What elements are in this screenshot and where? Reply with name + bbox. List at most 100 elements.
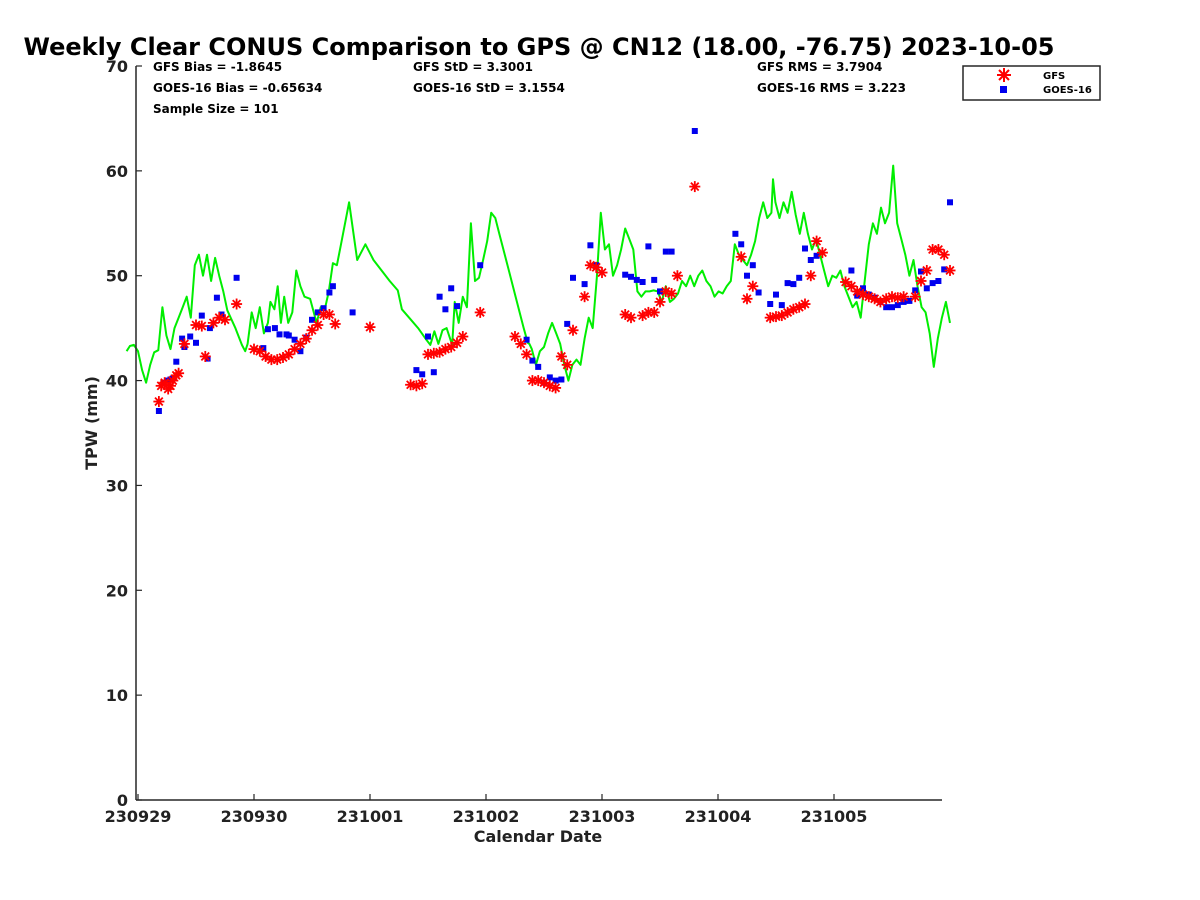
stat-goes-rms: GOES-16 RMS = 3.223 <box>757 81 906 95</box>
gfs-point <box>474 306 486 318</box>
goes16-point <box>912 287 919 294</box>
goes16-point <box>923 285 930 292</box>
goes16-point <box>628 273 634 280</box>
goes16-point <box>639 279 646 285</box>
goes16-point <box>329 283 336 290</box>
goes16-point <box>749 262 756 269</box>
goes16-point <box>454 303 460 310</box>
goes16-point <box>570 274 576 281</box>
gfs-point <box>689 181 701 193</box>
goes16-point <box>529 357 536 364</box>
goes16-point <box>883 304 890 311</box>
legend-box <box>962 65 1101 101</box>
gfs-point <box>416 378 428 390</box>
gfs-point <box>596 267 608 279</box>
gfs-point <box>944 264 956 276</box>
y-tick-label: 40 <box>106 372 128 391</box>
legend: GFS GOES-16 <box>962 65 1101 101</box>
x-tick-label: 231004 <box>685 807 752 826</box>
goes16-point <box>778 302 785 309</box>
goes16-point <box>564 320 571 327</box>
gfs-point <box>555 350 567 362</box>
gfs-point <box>561 359 573 371</box>
stat-gfs-bias: GFS Bias = -1.8645 <box>153 60 282 74</box>
goes16-point <box>291 336 298 343</box>
y-tick-label: 10 <box>106 686 128 705</box>
stat-gfs-std: GFS StD = 3.3001 <box>413 60 533 74</box>
gfs-point <box>915 275 927 287</box>
goes16-point <box>552 377 559 384</box>
chart-title: Weekly Clear CONUS Comparison to GPS @ C… <box>24 33 1055 61</box>
goes16-point <box>442 306 449 313</box>
gfs-point <box>173 367 185 379</box>
goes16-point <box>581 281 588 288</box>
goes16-point <box>802 245 808 252</box>
gfs-point <box>550 382 562 394</box>
gfs-point <box>196 320 208 332</box>
gfs-point <box>816 247 828 259</box>
gfs-point <box>805 270 817 282</box>
goes16-point <box>889 304 895 311</box>
goes16-point <box>744 272 750 279</box>
x-tick-label: 230930 <box>221 807 288 826</box>
goes16-point <box>264 326 271 333</box>
goes16-point <box>173 358 180 365</box>
gfs-point <box>329 318 341 330</box>
goes16-point <box>187 333 194 340</box>
goes16-point <box>622 271 629 278</box>
goes16-point <box>947 199 953 206</box>
goes16-point <box>320 305 327 312</box>
goes16-point <box>477 262 484 269</box>
goes16-point <box>645 243 652 250</box>
goes16-point <box>662 248 669 255</box>
goes16-point <box>546 374 553 381</box>
gfs-point <box>579 291 591 303</box>
goes16-point <box>326 289 333 296</box>
plot-series-layer <box>125 128 956 414</box>
goes16-point <box>535 363 542 370</box>
gfs-point <box>938 249 950 261</box>
stat-goes-std: GOES-16 StD = 3.1554 <box>413 81 565 95</box>
y-tick-label: 60 <box>106 162 128 181</box>
stat-sample-size: Sample Size = 101 <box>153 102 279 116</box>
goes16-point <box>285 332 292 339</box>
goes16-point <box>755 289 762 296</box>
goes16-point <box>558 376 565 383</box>
goes16-point <box>436 293 443 300</box>
gfs-point <box>567 324 579 336</box>
gfs-point <box>178 338 190 350</box>
goes16-point <box>271 325 278 332</box>
gfs-point <box>799 298 811 310</box>
goes16-point <box>848 267 855 274</box>
gfs-point <box>648 306 660 318</box>
goes16-point <box>297 348 304 355</box>
goes16-point <box>813 252 820 259</box>
gfs-point <box>811 235 823 247</box>
gfs-point <box>741 293 753 305</box>
goes16-point <box>419 371 426 378</box>
goes16-point <box>213 294 220 301</box>
gfs-point <box>654 296 666 308</box>
stat-goes-bias: GOES-16 Bias = -0.65634 <box>153 81 322 95</box>
goes16-point <box>425 333 431 340</box>
goes16-point <box>349 309 356 316</box>
x-tick-label: 230929 <box>105 807 172 826</box>
gfs-point <box>521 348 533 360</box>
gfs-point <box>153 396 165 408</box>
gfs-point <box>457 331 469 343</box>
goes16-point <box>860 285 866 292</box>
goes16-point <box>732 230 739 237</box>
y-tick-label: 70 <box>106 57 128 76</box>
x-tick-label: 231001 <box>337 807 404 826</box>
gfs-point <box>219 314 231 326</box>
goes16-point <box>918 268 924 275</box>
goes16-point <box>738 241 745 248</box>
gfs-point <box>445 341 457 353</box>
stat-gfs-rms: GFS RMS = 3.7904 <box>757 60 882 74</box>
goes16-point <box>276 331 283 338</box>
goes16-point <box>894 302 901 309</box>
goes16-point <box>906 297 913 304</box>
goes16-point <box>633 276 640 283</box>
x-tick-label: 231002 <box>453 807 520 826</box>
